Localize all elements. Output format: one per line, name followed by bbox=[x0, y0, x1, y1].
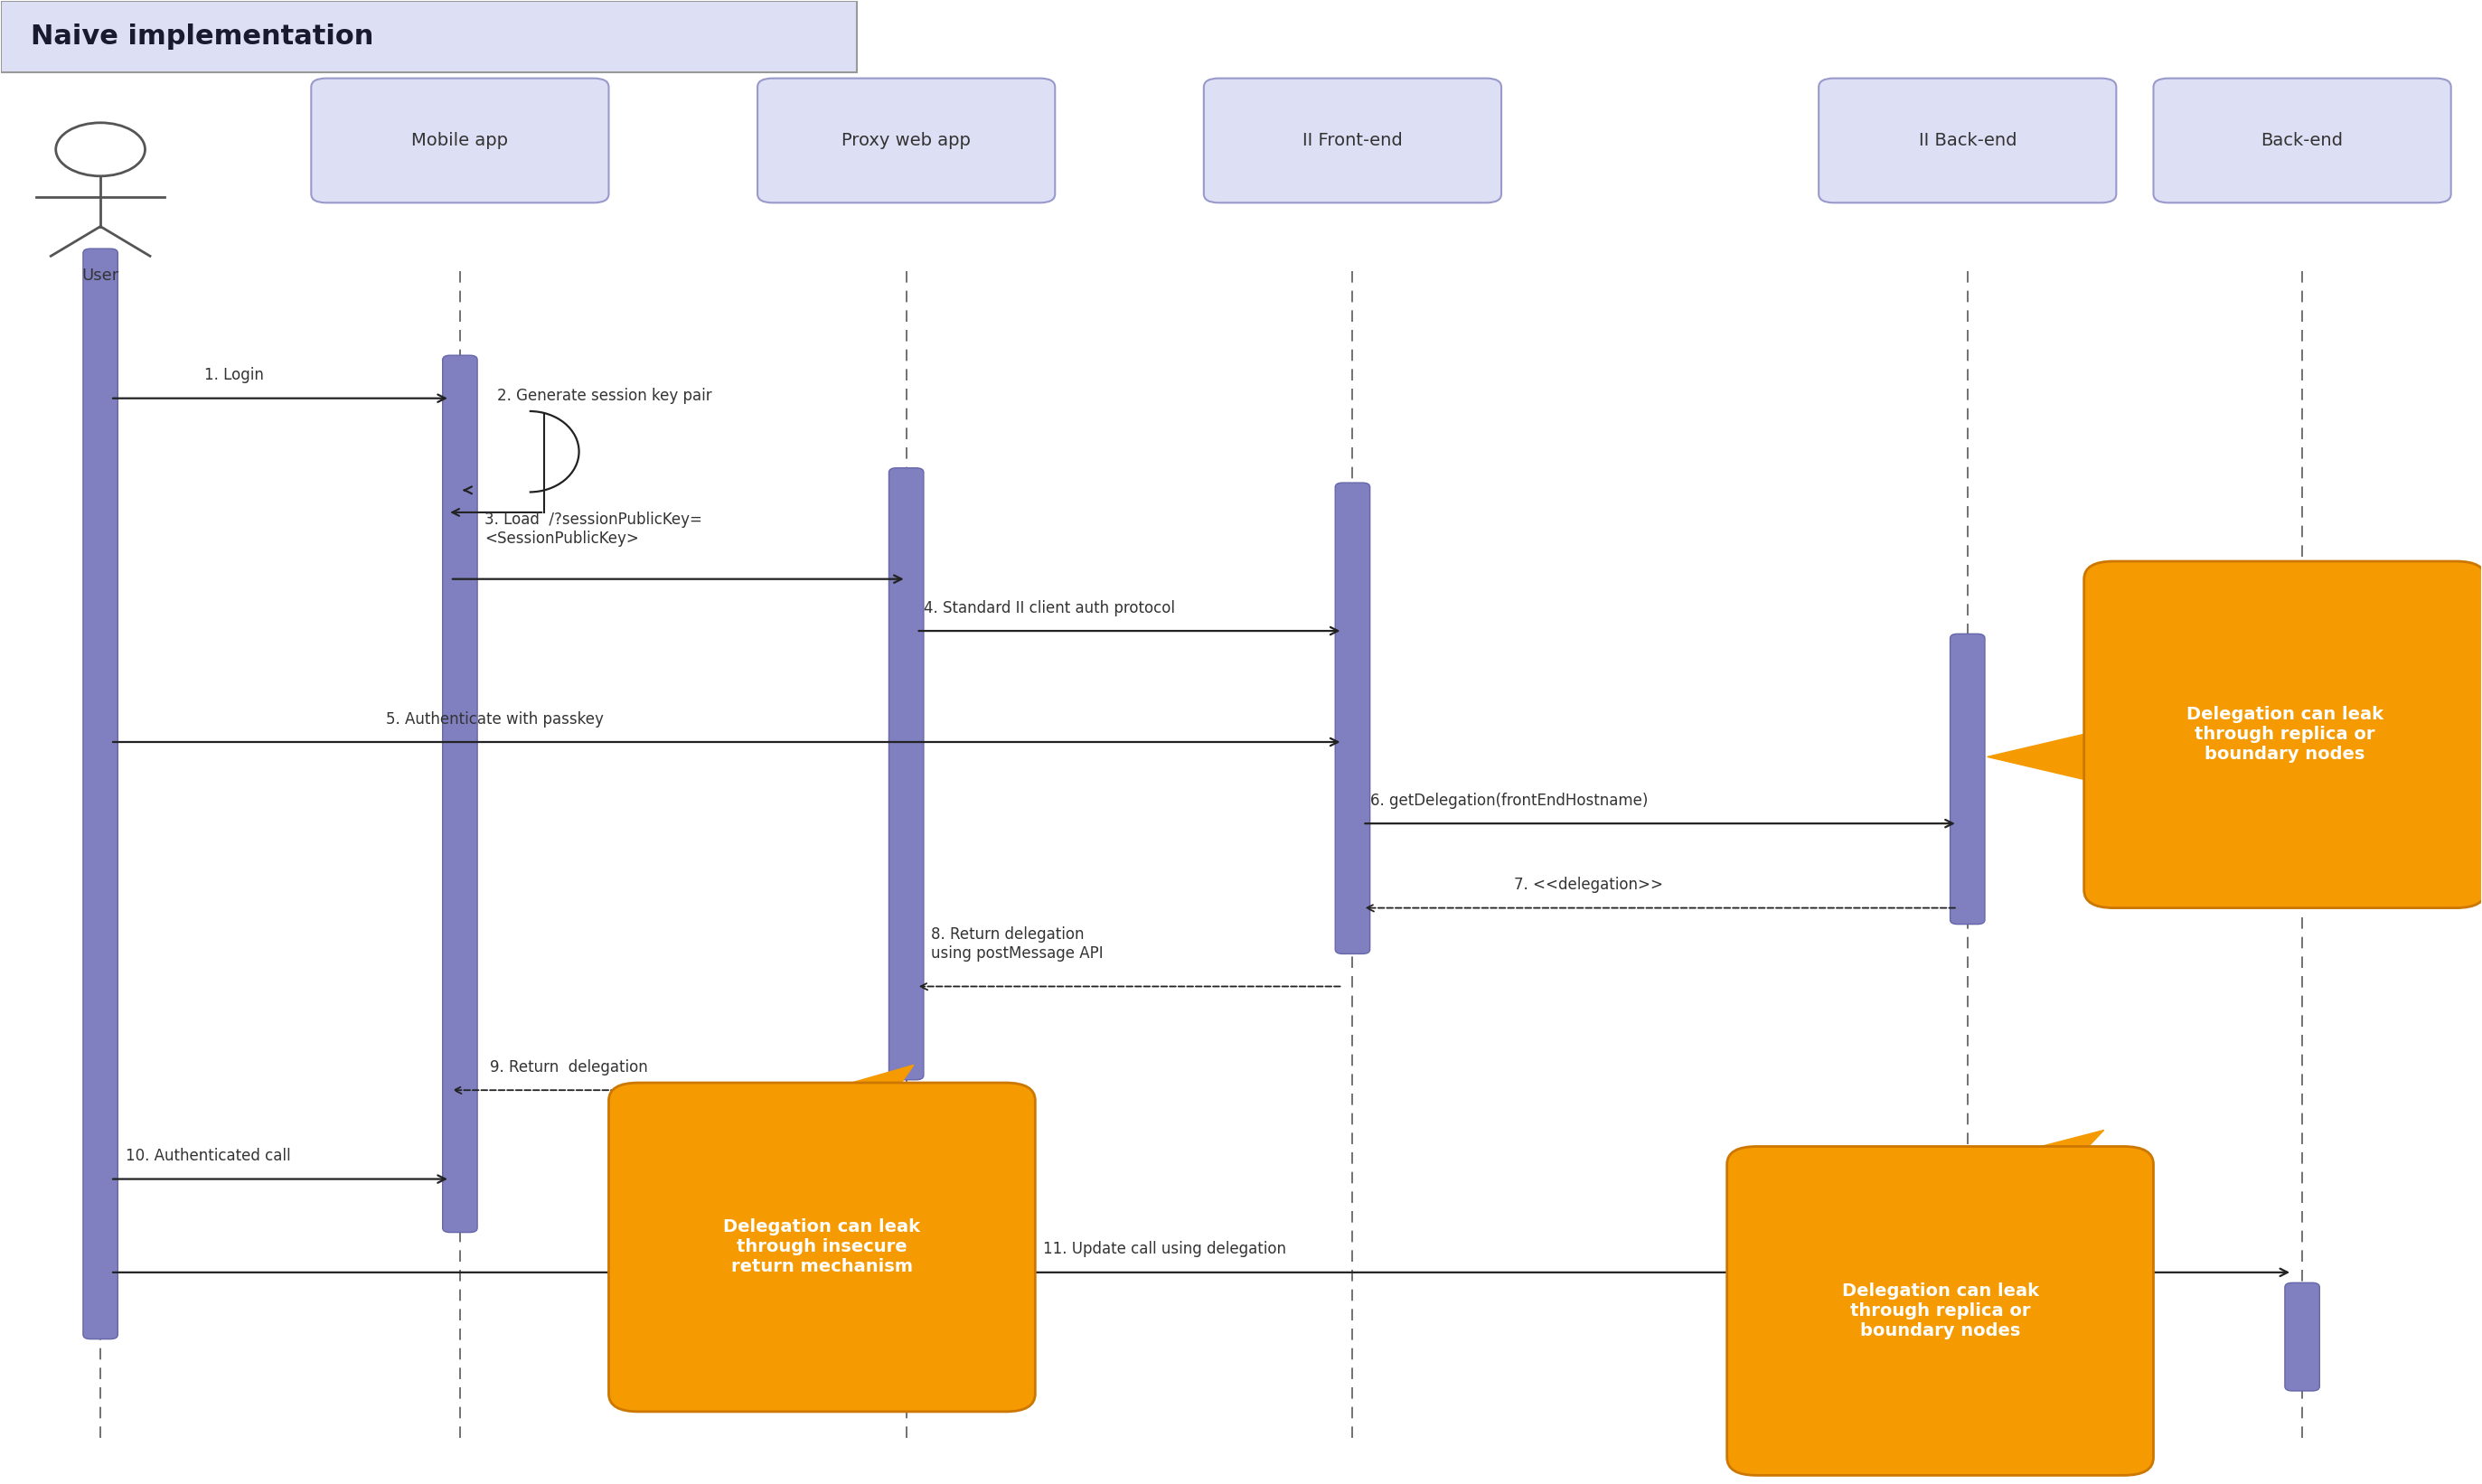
FancyBboxPatch shape bbox=[2154, 79, 2452, 203]
Text: Back-end: Back-end bbox=[2261, 132, 2343, 148]
FancyBboxPatch shape bbox=[1819, 79, 2117, 203]
Text: 4. Standard II client auth protocol: 4. Standard II client auth protocol bbox=[923, 600, 1174, 616]
FancyBboxPatch shape bbox=[1204, 79, 1502, 203]
Text: 6. getDelegation(frontEndHostname): 6. getDelegation(frontEndHostname) bbox=[1370, 792, 1648, 809]
Text: 3. Load  /?sessionPublicKey=
<SessionPublicKey>: 3. Load /?sessionPublicKey= <SessionPubl… bbox=[484, 512, 702, 546]
Text: Delegation can leak
through insecure
return mechanism: Delegation can leak through insecure ret… bbox=[722, 1218, 921, 1276]
Text: Proxy web app: Proxy web app bbox=[841, 132, 970, 148]
FancyBboxPatch shape bbox=[608, 1083, 1035, 1411]
Text: Delegation can leak
through replica or
boundary nodes: Delegation can leak through replica or b… bbox=[2187, 706, 2383, 763]
FancyBboxPatch shape bbox=[442, 355, 477, 1232]
FancyBboxPatch shape bbox=[757, 79, 1055, 203]
Text: User: User bbox=[82, 269, 119, 285]
Text: Delegation can leak
through replica or
boundary nodes: Delegation can leak through replica or b… bbox=[1842, 1282, 2038, 1340]
FancyBboxPatch shape bbox=[2085, 561, 2482, 908]
FancyBboxPatch shape bbox=[1727, 1147, 2154, 1475]
Text: 1. Login: 1. Login bbox=[204, 367, 263, 383]
Text: Naive implementation: Naive implementation bbox=[30, 24, 375, 50]
FancyBboxPatch shape bbox=[2286, 1282, 2321, 1391]
Polygon shape bbox=[1988, 727, 2115, 787]
Text: Mobile app: Mobile app bbox=[412, 132, 509, 148]
FancyBboxPatch shape bbox=[82, 249, 117, 1339]
Text: 11. Update call using delegation: 11. Update call using delegation bbox=[1042, 1241, 1286, 1257]
FancyBboxPatch shape bbox=[1951, 634, 1986, 925]
Text: 2. Generate session key pair: 2. Generate session key pair bbox=[496, 387, 712, 404]
FancyBboxPatch shape bbox=[310, 79, 608, 203]
Text: II Back-end: II Back-end bbox=[1919, 132, 2015, 148]
Text: 9. Return  delegation: 9. Return delegation bbox=[489, 1060, 648, 1076]
Text: 5. Authenticate with passkey: 5. Authenticate with passkey bbox=[385, 711, 603, 727]
Text: 8. Return delegation
using postMessage API: 8. Return delegation using postMessage A… bbox=[931, 926, 1104, 962]
FancyBboxPatch shape bbox=[889, 467, 923, 1080]
Polygon shape bbox=[789, 1066, 913, 1101]
FancyBboxPatch shape bbox=[2, 1, 856, 73]
Text: II Front-end: II Front-end bbox=[1303, 132, 1402, 148]
Text: 10. Authenticated call: 10. Authenticated call bbox=[124, 1149, 290, 1165]
Text: 7. <<delegation>>: 7. <<delegation>> bbox=[1514, 877, 1663, 893]
FancyBboxPatch shape bbox=[1335, 482, 1370, 954]
Polygon shape bbox=[1973, 1131, 2105, 1165]
